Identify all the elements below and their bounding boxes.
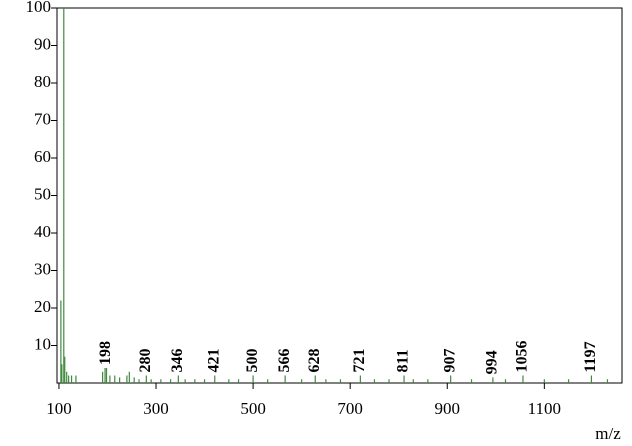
peak-label: 280: [137, 349, 154, 373]
y-tick-label: 100: [26, 0, 52, 16]
x-axis-label: m/z: [595, 424, 621, 443]
peak-label: 198: [97, 341, 114, 365]
x-tick-label: 1100: [528, 399, 561, 418]
peak-label: 721: [351, 349, 368, 373]
y-tick-label: 20: [34, 297, 51, 316]
y-tick-label: 30: [34, 259, 51, 278]
peak-label: 500: [244, 349, 261, 373]
y-tick-label: 90: [34, 34, 51, 53]
peak-label: 994: [484, 350, 501, 374]
peak-label: 907: [441, 349, 458, 373]
peak-label: 628: [306, 349, 323, 373]
peak-label: 811: [395, 349, 412, 372]
peak-label: 1197: [582, 341, 599, 372]
y-tick-label: 50: [34, 184, 51, 203]
y-tick-label: 40: [34, 222, 51, 241]
x-tick-label: 500: [240, 399, 266, 418]
peak-label: 421: [205, 349, 222, 373]
x-tick-label: 100: [46, 399, 72, 418]
x-tick-label: 900: [435, 399, 461, 418]
y-tick-label: 60: [34, 147, 51, 166]
peak-label: 346: [169, 349, 186, 373]
x-tick-label: 300: [143, 399, 169, 418]
y-tick-label: 10: [34, 334, 51, 353]
peak-label: 566: [276, 349, 293, 373]
x-tick-label: 700: [337, 399, 363, 418]
y-tick-label: 80: [34, 72, 51, 91]
y-tick-label: 70: [34, 109, 51, 128]
peak-label: 1056: [514, 341, 531, 373]
plot-frame: [56, 7, 623, 384]
